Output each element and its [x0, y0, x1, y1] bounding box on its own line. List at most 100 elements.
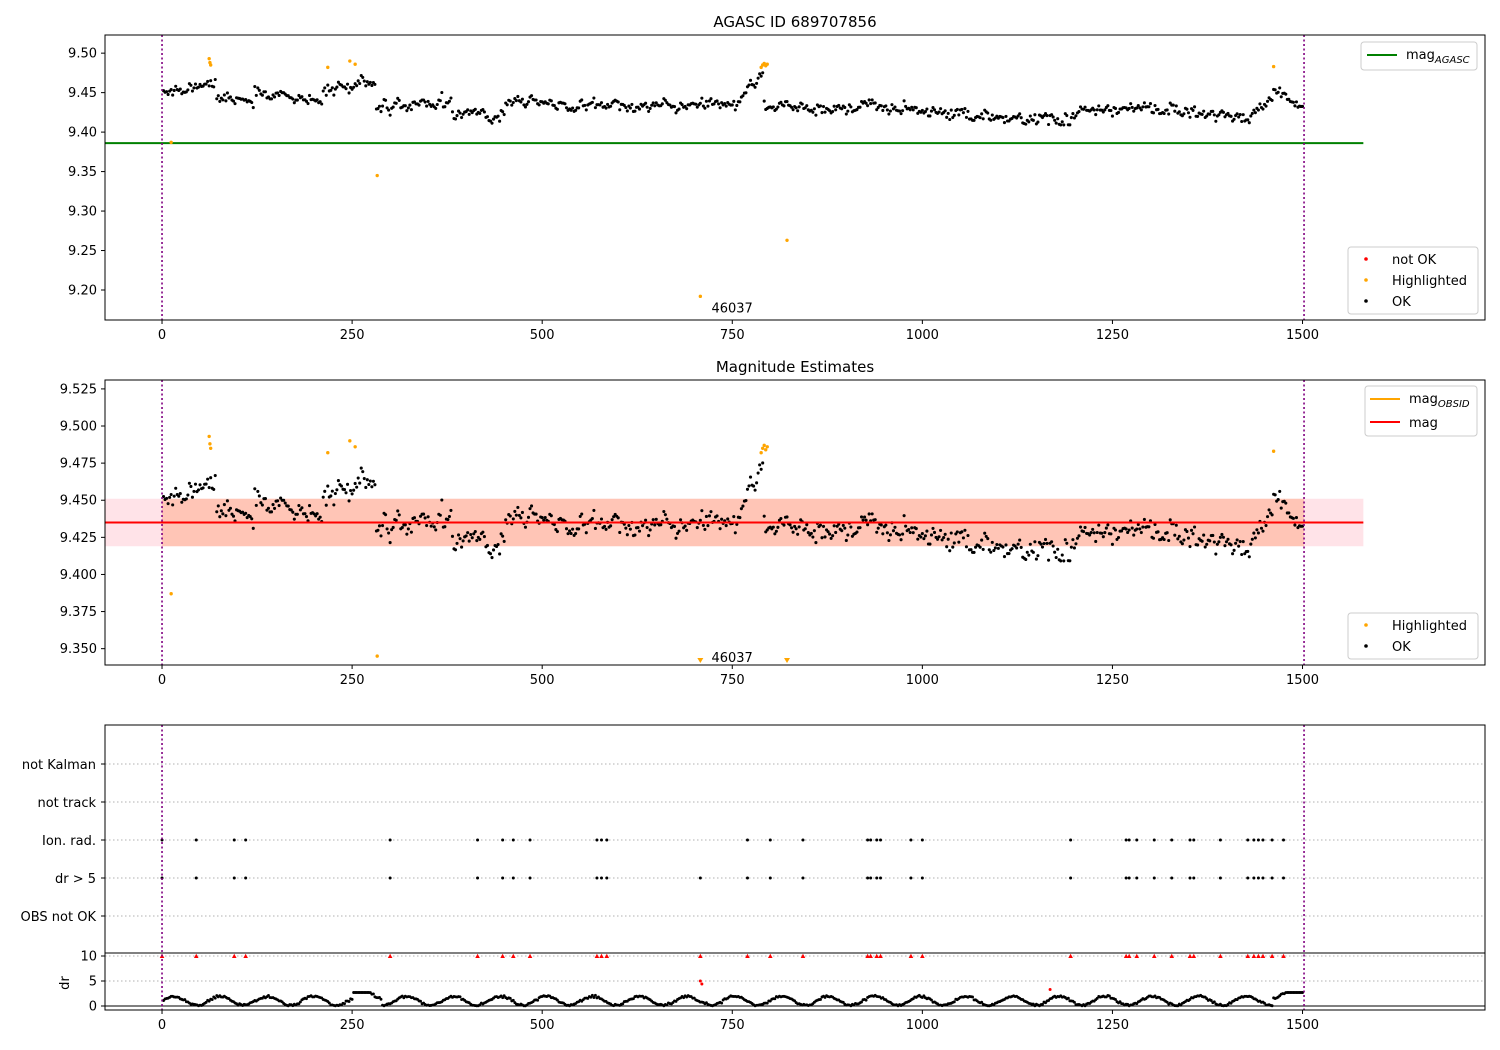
ok-point	[339, 484, 344, 488]
p2-xtick-label: 250	[340, 673, 365, 688]
ok-point	[466, 108, 470, 112]
ok-point	[599, 517, 604, 521]
ok-point	[485, 115, 489, 119]
ok-point	[633, 533, 637, 537]
ok-point	[1094, 539, 1098, 544]
ok-point	[368, 479, 372, 483]
ok-point	[972, 118, 976, 122]
ok-point	[250, 100, 254, 105]
ok-point	[1241, 113, 1245, 117]
ok-point	[336, 80, 340, 84]
ok-point	[537, 103, 541, 107]
ok-point	[794, 106, 798, 110]
ok-point	[1078, 525, 1083, 529]
ok-point	[525, 102, 529, 106]
ok-point	[981, 547, 985, 551]
flag-dr-marker	[599, 876, 603, 880]
p2-xtick-label: 750	[720, 673, 745, 688]
ok-point	[253, 84, 257, 89]
ok-point	[969, 548, 973, 552]
ok-point	[1174, 104, 1178, 108]
ok-point	[925, 529, 929, 533]
ok-point	[698, 101, 702, 105]
ok-point	[806, 531, 810, 535]
ok-point	[753, 85, 757, 89]
ok-point	[426, 515, 430, 519]
ok-point	[1027, 553, 1031, 557]
ok-point	[870, 98, 874, 102]
ok-point	[1221, 110, 1225, 114]
ok-point	[1189, 528, 1194, 532]
ok-point	[955, 530, 959, 534]
ok-point	[423, 516, 427, 520]
ok-point	[1110, 114, 1114, 118]
ok-point	[523, 525, 528, 529]
dr-capped-marker	[231, 953, 237, 958]
ok-point	[300, 95, 304, 99]
ok-point	[260, 93, 264, 97]
ok-point	[1042, 541, 1046, 546]
ok-point	[1208, 112, 1212, 116]
highlighted-point	[207, 56, 211, 61]
ok-point	[198, 483, 202, 487]
ok-point	[625, 533, 629, 537]
ok-point	[412, 516, 417, 520]
ok-point	[511, 517, 515, 521]
ok-point	[355, 485, 359, 489]
ok-point	[1130, 526, 1134, 530]
flag-ion-rad-marker	[388, 838, 392, 842]
dr-point	[298, 1000, 302, 1004]
legend-highlighted-label: Highlighted	[1392, 274, 1467, 289]
ok-point	[453, 117, 458, 121]
ok-point	[674, 111, 678, 115]
ok-point	[434, 528, 438, 532]
ok-point	[1220, 532, 1224, 537]
ok-point	[1215, 542, 1219, 546]
ok-point	[577, 106, 581, 110]
ok-point	[190, 89, 194, 93]
ok-point	[1261, 107, 1265, 111]
ok-point	[884, 104, 888, 108]
ok-point	[307, 93, 312, 98]
ok-point	[373, 483, 377, 487]
ok-point	[849, 525, 853, 529]
ok-point	[855, 530, 859, 534]
ok-point	[552, 104, 556, 108]
ok-point	[514, 513, 518, 517]
ok-point	[1252, 108, 1256, 112]
p2-ytick-label: 9.425	[60, 531, 97, 546]
dr-point	[183, 998, 187, 1002]
ok-point	[1129, 102, 1133, 106]
ok-point	[224, 514, 228, 518]
ok-point	[207, 84, 211, 88]
ok-point	[1024, 122, 1028, 126]
ok-point	[1024, 557, 1028, 562]
ok-point	[932, 530, 937, 534]
ok-point	[502, 539, 506, 543]
ok-point	[624, 105, 628, 110]
ok-point	[1054, 121, 1058, 125]
ok-point	[840, 107, 844, 111]
ok-point	[504, 518, 508, 522]
ok-point	[279, 496, 283, 500]
ok-point	[289, 508, 293, 512]
ok-point	[1050, 113, 1054, 117]
dr-ytick-label: 5	[89, 975, 97, 990]
ok-point	[989, 550, 993, 554]
dr-red-point	[1048, 988, 1052, 991]
ok-point	[1264, 524, 1268, 528]
dr-point	[1209, 999, 1213, 1002]
ok-point	[1141, 105, 1145, 109]
ok-point	[1104, 526, 1108, 530]
ok-point	[651, 518, 655, 522]
ok-point	[391, 525, 395, 529]
dr-capped-marker	[500, 953, 505, 958]
ok-point	[423, 100, 427, 104]
ok-point	[1221, 535, 1225, 539]
ok-point	[1047, 558, 1051, 562]
ok-point	[526, 515, 531, 519]
ok-point	[645, 105, 649, 109]
ok-point	[1291, 100, 1295, 104]
flag-ion-rad-marker	[1124, 838, 1128, 842]
ok-point	[782, 523, 786, 527]
